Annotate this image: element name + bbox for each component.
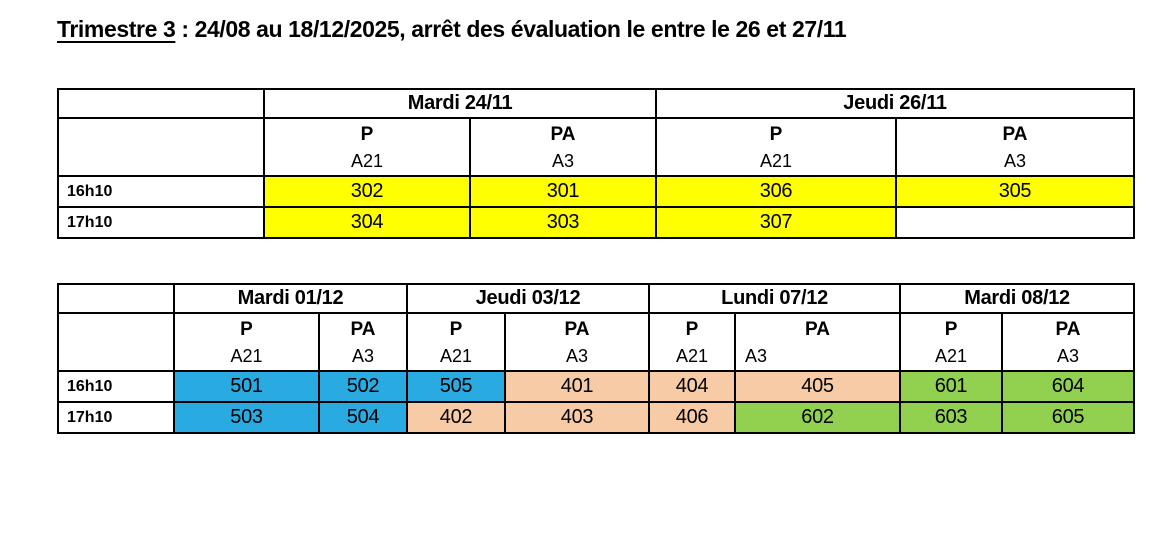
group-number-cell: 605 (1001, 401, 1136, 434)
day-header: Lundi 07/12 (648, 283, 902, 314)
session-header: P A21 (263, 117, 471, 177)
session-type: PA (564, 319, 590, 340)
group-number-cell: 307 (655, 206, 898, 239)
table-row: 17h10 304 303 307 (57, 206, 1136, 239)
corner-cell (57, 283, 175, 314)
session-type: P (685, 319, 699, 340)
table-row: 17h10 503 504 402 403 406 602 603 605 (57, 401, 1136, 434)
room-label: A3 (745, 346, 768, 366)
session-type: P (360, 124, 374, 145)
session-type: PA (1002, 124, 1028, 145)
room-label: A21 (230, 346, 263, 366)
table-row: P A21 PA A3 P A21 PA A3 (57, 117, 1136, 177)
group-number-cell: 302 (263, 175, 471, 208)
session-header: PA A3 (318, 312, 408, 372)
day-header: Mardi 08/12 (899, 283, 1136, 314)
session-header: P A21 (173, 312, 320, 372)
group-number-cell: 502 (318, 370, 408, 403)
session-header: PA A3 (895, 117, 1136, 177)
room-label: A3 (551, 151, 575, 171)
session-type: PA (550, 124, 576, 145)
table-row: P A21 PA A3 P A21 PA A3 P A21 PA A3 (57, 312, 1136, 372)
schedule-table-week1: Mardi 24/11 Jeudi 26/11 P A21 PA A3 P A2… (57, 88, 1136, 239)
group-number-cell (895, 206, 1136, 239)
session-header: PA A3 (1001, 312, 1136, 372)
group-number-cell: 306 (655, 175, 898, 208)
room-label: A21 (439, 346, 473, 366)
table-row: Mardi 01/12 Jeudi 03/12 Lundi 07/12 Mard… (57, 283, 1136, 314)
time-label: 16h10 (57, 370, 175, 403)
group-number-cell: 403 (503, 401, 651, 434)
title-dates: : 24/08 au 18/12/2025, arrêt des évaluat… (175, 16, 847, 42)
group-number-cell: 304 (263, 206, 471, 239)
page-title: Trimestre 3 : 24/08 au 18/12/2025, arrêt… (57, 16, 847, 43)
room-label: A21 (676, 346, 709, 366)
group-number-cell: 303 (468, 206, 658, 239)
room-label: A3 (565, 346, 589, 366)
group-number-cell: 601 (899, 370, 1004, 403)
corner-cell (57, 312, 175, 372)
session-type: P (769, 124, 783, 145)
title-trimester: Trimestre 3 (57, 16, 176, 42)
session-type: PA (350, 319, 376, 340)
group-number-cell: 402 (406, 401, 506, 434)
group-number-cell: 504 (318, 401, 408, 434)
room-label: A21 (935, 346, 968, 366)
session-header: P A21 (655, 117, 898, 177)
corner-cell (57, 117, 265, 177)
session-header: PA A3 (503, 312, 651, 372)
corner-cell (57, 88, 265, 119)
group-number-cell: 405 (734, 370, 902, 403)
time-label: 16h10 (57, 175, 265, 208)
room-label: A3 (1057, 346, 1080, 366)
room-label: A21 (350, 151, 384, 171)
group-number-cell: 603 (899, 401, 1004, 434)
group-number-cell: 602 (734, 401, 902, 434)
time-label: 17h10 (57, 206, 265, 239)
session-header: P A21 (406, 312, 506, 372)
session-header: P A21 (899, 312, 1004, 372)
room-label: A21 (760, 151, 793, 171)
day-header: Jeudi 26/11 (655, 88, 1136, 119)
room-label: A3 (351, 346, 375, 366)
room-label: A3 (1004, 151, 1027, 171)
session-type: P (944, 319, 958, 340)
schedule-table-week2: Mardi 01/12 Jeudi 03/12 Lundi 07/12 Mard… (57, 283, 1136, 434)
group-number-cell: 505 (406, 370, 506, 403)
group-number-cell: 501 (173, 370, 320, 403)
group-number-cell: 503 (173, 401, 320, 434)
day-header: Mardi 24/11 (262, 88, 658, 119)
time-label: 17h10 (57, 401, 175, 434)
session-type: P (449, 319, 463, 340)
session-type: PA (805, 319, 831, 340)
group-number-cell: 404 (648, 370, 737, 403)
session-header: PA A3 (734, 312, 902, 372)
group-number-cell: 401 (503, 370, 651, 403)
session-header: P A21 (648, 312, 737, 372)
session-header: PA A3 (468, 117, 658, 177)
table-row: 16h10 302 301 306 305 (57, 175, 1136, 208)
group-number-cell: 305 (895, 175, 1136, 208)
table-row: Mardi 24/11 Jeudi 26/11 (57, 88, 1136, 119)
day-header: Mardi 01/12 (173, 283, 408, 314)
group-number-cell: 301 (468, 175, 658, 208)
group-number-cell: 604 (1001, 370, 1136, 403)
session-type: PA (1055, 319, 1081, 340)
group-number-cell: 406 (648, 401, 737, 434)
session-type: P (240, 319, 253, 340)
table-row: 16h10 501 502 505 401 404 405 601 604 (57, 370, 1136, 403)
day-header: Jeudi 03/12 (405, 283, 651, 314)
